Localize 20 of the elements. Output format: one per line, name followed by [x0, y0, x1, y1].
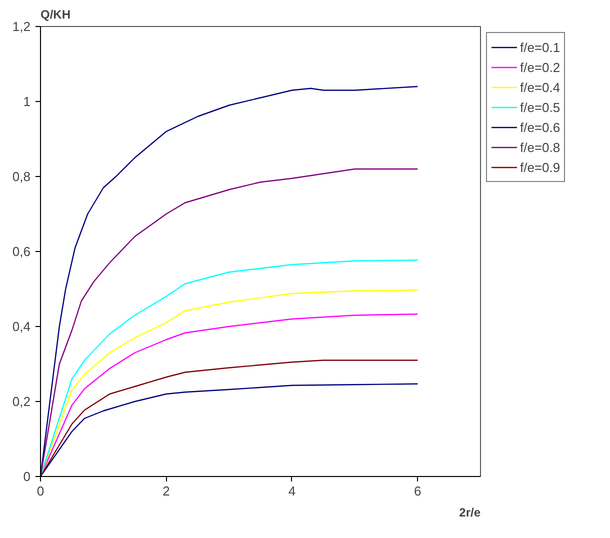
legend-label: f/e=0.5 [520, 100, 560, 114]
legend-label: f/e=0.9 [520, 160, 560, 174]
legend-label: f/e=0.1 [520, 40, 560, 54]
x-tick-label: 2 [162, 484, 170, 498]
y-tick-label: 0,2 [12, 394, 31, 409]
legend-label: f/e=0.6 [520, 120, 560, 134]
y-tick-label: 1 [23, 94, 31, 109]
x-axis-title: 2r/e [459, 506, 481, 520]
legend-label: f/e=0.8 [520, 140, 560, 154]
y-tick-label: 0,6 [12, 244, 31, 259]
y-tick-label: 0 [23, 469, 31, 484]
y-axis-title: Q/KH [40, 8, 70, 22]
legend-label: f/e=0.4 [520, 80, 560, 94]
legend-label: f/e=0.2 [520, 60, 560, 74]
x-tick-label: 0 [36, 484, 44, 498]
y-tick-label: 0,4 [12, 319, 31, 334]
x-tick-label: 4 [288, 484, 296, 498]
x-tick-label: 6 [414, 484, 422, 498]
y-tick-label: 0,8 [12, 169, 31, 184]
y-tick-label: 1,2 [12, 19, 31, 34]
